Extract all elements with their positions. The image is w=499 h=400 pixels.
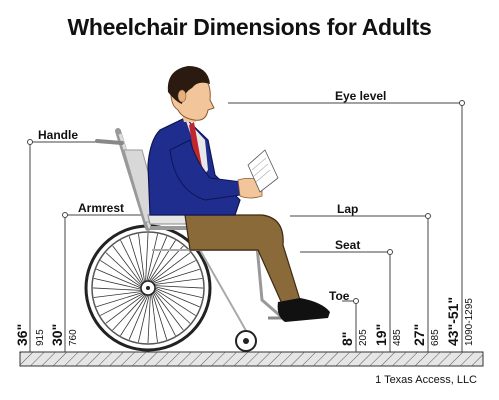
- wheel-spoke: [153, 268, 200, 284]
- wheel-spoke: [100, 260, 142, 288]
- wheel-spoke: [152, 293, 168, 340]
- armrest-inches: 30": [49, 324, 65, 346]
- wheel-spoke: [112, 294, 146, 331]
- wheel-spoke: [112, 245, 143, 285]
- wheel-spoke: [153, 292, 176, 336]
- wheel-spoke: [154, 278, 203, 285]
- wheel-spoke: [105, 293, 145, 324]
- lap-mm: 685: [430, 329, 441, 346]
- person: [147, 66, 330, 322]
- wheel-spoke: [146, 233, 158, 282]
- diagram-title: Wheelchair Dimensions for Adults: [67, 14, 432, 40]
- wheel-spoke: [154, 288, 196, 316]
- toe-inches: 8": [339, 332, 355, 346]
- label-armrest: Armrest: [78, 201, 124, 215]
- copyright-credit: 1 Texas Access, LLC: [375, 374, 477, 386]
- wheel-spoke: [92, 287, 142, 291]
- wheel-spoke: [93, 278, 142, 290]
- labels: Eye level Handle Armrest Lap Seat Toe: [38, 89, 386, 303]
- dimension-dots: [27, 100, 465, 304]
- wheel-spoke: [147, 236, 168, 282]
- wheel-spoke: [120, 240, 143, 284]
- wheel-spoke: [93, 291, 142, 298]
- floor: [19, 351, 484, 367]
- wheel-spoke: [150, 245, 184, 282]
- wheel-spoke: [128, 236, 144, 283]
- wheel-spoke: [154, 287, 200, 308]
- wheel-spoke: [152, 260, 196, 283]
- toe-mm: 205: [358, 329, 369, 346]
- wheel-spoke: [105, 252, 142, 286]
- wheel-spoke: [154, 285, 204, 289]
- seat-mm: 485: [392, 329, 403, 346]
- wheel-spoke: [154, 286, 203, 298]
- eye-level-mm: 1090-1295: [464, 298, 475, 346]
- wheel-spoke: [100, 293, 144, 316]
- wheel-spoke: [96, 292, 143, 308]
- dimension-lines: [29, 102, 463, 352]
- dimension-values: 36" 915 30" 760 8" 205 19" 485 27" 685 4…: [14, 297, 475, 346]
- wheel-spoke: [96, 268, 142, 289]
- wheel-spoke: [151, 252, 191, 283]
- wheel-spoke: [120, 294, 148, 336]
- wheel-spoke: [153, 291, 184, 331]
- label-seat: Seat: [335, 238, 360, 252]
- wheel-spoke: [154, 290, 191, 324]
- handle-inches: 36": [14, 324, 30, 346]
- armrest-mm: 760: [68, 329, 79, 346]
- wheel-spoke: [151, 294, 158, 343]
- eye-level-inches: 43"-51": [445, 297, 461, 346]
- label-handle: Handle: [38, 128, 78, 142]
- rear-wheel: [84, 224, 212, 352]
- wheel-spoke: [138, 294, 150, 343]
- wheel-spoke: [148, 240, 176, 282]
- wheel-spoke: [145, 232, 149, 282]
- label-eye-level: Eye level: [335, 89, 386, 103]
- wheel-spoke: [128, 294, 149, 340]
- label-lap: Lap: [337, 202, 358, 216]
- wheel-spoke: [138, 233, 145, 282]
- lap-inches: 27": [411, 324, 427, 346]
- label-toe: Toe: [329, 289, 350, 303]
- wheel-spoke: [147, 294, 151, 344]
- handle-mm: 915: [35, 329, 46, 346]
- seat-inches: 19": [373, 324, 389, 346]
